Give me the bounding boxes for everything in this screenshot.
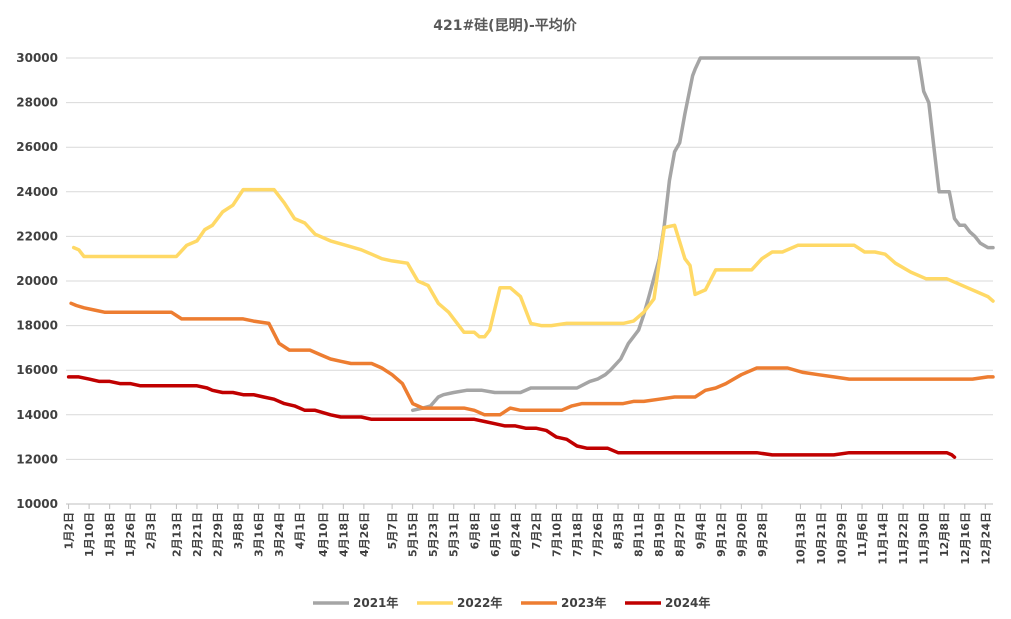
x-tick-label: 6月8日 xyxy=(468,512,481,549)
series-lines xyxy=(66,56,995,459)
y-tick-label: 12000 xyxy=(16,452,58,466)
x-tick-label: 2月29日 xyxy=(212,512,225,557)
x-axis-ticks: 1月2日 1月10日 1月18日 1月26日 2月3日 2月13日 2月21日 2月29日 3月… xyxy=(63,504,992,565)
x-tick-label: 8月27日 xyxy=(674,512,687,557)
x-tick-label: 9月4日 xyxy=(694,512,707,549)
x-tick-label: 1月10日 xyxy=(83,512,96,557)
x-tick-label: 5月15日 xyxy=(407,512,420,557)
series-line-4 xyxy=(66,375,957,459)
x-tick-label: 2月13日 xyxy=(170,512,183,557)
x-tick-label: 7月2日 xyxy=(530,512,543,549)
gridlines xyxy=(66,57,993,505)
series-line-1 xyxy=(410,56,995,413)
x-tick-label: 12月24日 xyxy=(979,512,992,565)
x-tick-label: 4月26日 xyxy=(358,512,371,557)
y-tick-label: 22000 xyxy=(16,229,58,243)
x-tick-label: 1月2日 xyxy=(63,512,76,549)
x-tick-label: 9月28日 xyxy=(756,512,769,557)
y-tick-label: 16000 xyxy=(16,363,58,377)
x-tick-label: 11月6日 xyxy=(856,512,869,557)
x-tick-label: 11月22日 xyxy=(897,512,910,565)
series-line-3 xyxy=(69,301,995,417)
x-tick-label: 11月14日 xyxy=(877,512,890,565)
x-tick-label: 6月16日 xyxy=(489,512,502,557)
x-tick-label: 7月10日 xyxy=(550,512,563,557)
x-tick-label: 3月24日 xyxy=(273,512,286,557)
x-tick-label: 10月29日 xyxy=(835,512,848,565)
y-tick-label: 10000 xyxy=(16,497,58,511)
x-tick-label: 4月1日 xyxy=(294,512,307,549)
y-tick-label: 20000 xyxy=(16,274,58,288)
x-tick-label: 5月23日 xyxy=(427,512,440,557)
legend-label: 2024年 xyxy=(665,595,710,610)
y-tick-label: 30000 xyxy=(16,51,58,65)
x-tick-label: 9月12日 xyxy=(715,512,728,557)
x-tick-label: 6月24日 xyxy=(509,512,522,557)
x-tick-label: 1月18日 xyxy=(104,512,117,557)
x-tick-label: 3月8日 xyxy=(232,512,245,549)
x-tick-label: 4月18日 xyxy=(337,512,350,557)
y-tick-label: 26000 xyxy=(16,140,58,154)
x-tick-label: 10月21日 xyxy=(815,512,828,565)
x-tick-label: 9月20日 xyxy=(735,512,748,557)
x-tick-label: 7月26日 xyxy=(592,512,605,557)
x-tick-label: 12月8日 xyxy=(938,512,951,557)
series-line-2 xyxy=(71,187,995,339)
legend-label: 2021年 xyxy=(353,595,398,610)
chart-title: 421#硅(昆明)-平均价 xyxy=(433,17,578,34)
x-tick-label: 10月13日 xyxy=(794,512,807,565)
x-tick-label: 11月30日 xyxy=(918,512,931,565)
y-tick-label: 24000 xyxy=(16,185,58,199)
y-tick-label: 14000 xyxy=(16,408,58,422)
x-tick-label: 3月16日 xyxy=(253,512,266,557)
x-tick-label: 5月31日 xyxy=(448,512,461,557)
x-tick-label: 4月10日 xyxy=(317,512,330,557)
legend-label: 2022年 xyxy=(457,595,502,610)
x-tick-label: 2月3日 xyxy=(145,512,158,549)
x-tick-label: 5月7日 xyxy=(386,512,399,549)
legend-label: 2023年 xyxy=(561,595,606,610)
x-tick-label: 2月21日 xyxy=(191,512,204,557)
y-axis-ticks: 10000 12000 14000 16000 18000 20000 22000 24000… xyxy=(16,51,58,511)
x-tick-label: 1月26日 xyxy=(124,512,137,557)
y-tick-label: 28000 xyxy=(16,96,58,110)
y-tick-label: 18000 xyxy=(16,319,58,333)
x-tick-label: 7月18日 xyxy=(571,512,584,557)
x-tick-label: 8月19日 xyxy=(653,512,666,557)
x-tick-label: 12月16日 xyxy=(959,512,972,565)
legend: 2021年 2022年 2023年 2024年 xyxy=(313,595,710,610)
x-tick-label: 8月3日 xyxy=(612,512,625,549)
x-tick-label: 8月11日 xyxy=(633,512,646,557)
